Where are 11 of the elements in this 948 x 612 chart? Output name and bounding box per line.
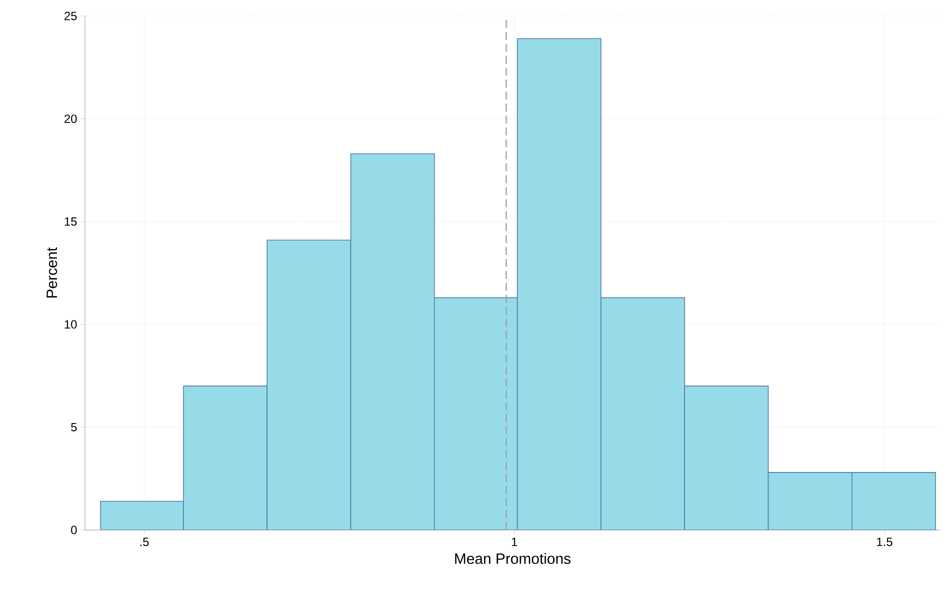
y-tick-label: 20 xyxy=(64,114,77,124)
y-tick-label: 5 xyxy=(71,423,77,432)
x-tick-label: 1 xyxy=(512,538,518,546)
x-axis-title: Mean Promotions xyxy=(455,552,570,564)
y-tick-label: 25 xyxy=(64,12,77,20)
x-tick-label: 1.5 xyxy=(877,538,892,546)
x-tick-label: .5 xyxy=(140,538,149,546)
y-tick-label: 10 xyxy=(64,320,77,329)
y-tick-label: 15 xyxy=(64,217,77,226)
y-tick-label: 0 xyxy=(71,526,77,534)
y-axis-title: Percent xyxy=(46,247,58,298)
